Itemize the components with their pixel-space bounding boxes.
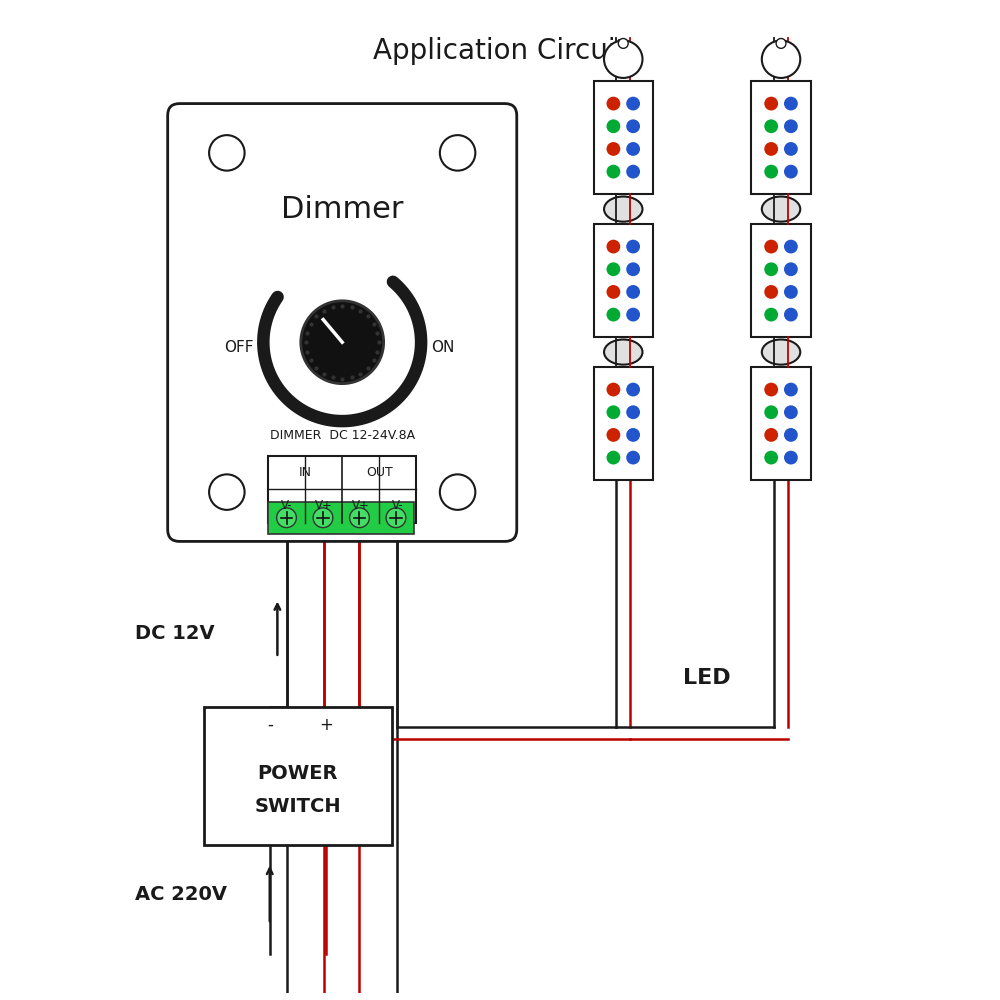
Circle shape: [764, 240, 778, 253]
Ellipse shape: [762, 40, 800, 78]
Circle shape: [626, 285, 640, 299]
Circle shape: [209, 135, 245, 171]
Text: DC 12V: DC 12V: [135, 624, 215, 643]
Circle shape: [606, 285, 620, 299]
Circle shape: [626, 262, 640, 276]
Circle shape: [301, 301, 384, 384]
Text: AC 220V: AC 220V: [135, 885, 227, 904]
Circle shape: [626, 308, 640, 322]
Ellipse shape: [762, 340, 800, 365]
Text: +: +: [319, 716, 333, 734]
Circle shape: [784, 240, 798, 253]
Circle shape: [784, 262, 798, 276]
Bar: [204, 707, 392, 845]
Circle shape: [606, 165, 620, 179]
Circle shape: [626, 165, 640, 179]
Circle shape: [626, 240, 640, 253]
Text: Dimmer: Dimmer: [281, 195, 403, 224]
Circle shape: [764, 142, 778, 156]
Circle shape: [764, 451, 778, 465]
Circle shape: [606, 142, 620, 156]
Ellipse shape: [604, 40, 642, 78]
Circle shape: [209, 474, 245, 510]
Text: POWER: POWER: [258, 764, 338, 783]
Text: V-: V-: [392, 499, 404, 512]
Circle shape: [626, 451, 640, 465]
Circle shape: [764, 428, 778, 442]
Circle shape: [784, 165, 798, 179]
Text: OUT: OUT: [366, 466, 393, 479]
Bar: [594, 367, 653, 480]
Circle shape: [764, 119, 778, 133]
Circle shape: [784, 405, 798, 419]
Bar: [751, 224, 811, 337]
FancyBboxPatch shape: [168, 104, 517, 541]
Circle shape: [350, 508, 369, 528]
Circle shape: [784, 142, 798, 156]
Text: V+: V+: [315, 499, 333, 512]
Text: SWITCH: SWITCH: [255, 797, 341, 816]
Circle shape: [386, 508, 406, 528]
Circle shape: [606, 451, 620, 465]
Circle shape: [764, 405, 778, 419]
Circle shape: [784, 428, 798, 442]
Circle shape: [606, 383, 620, 396]
Text: V+: V+: [352, 499, 370, 512]
Circle shape: [606, 97, 620, 110]
Circle shape: [606, 405, 620, 419]
Bar: [268, 456, 416, 523]
Circle shape: [784, 285, 798, 299]
Circle shape: [606, 308, 620, 322]
Circle shape: [626, 383, 640, 396]
Circle shape: [764, 383, 778, 396]
Circle shape: [764, 308, 778, 322]
Bar: [751, 81, 811, 194]
Circle shape: [776, 38, 786, 48]
Circle shape: [784, 308, 798, 322]
Text: ON: ON: [431, 340, 454, 355]
Circle shape: [784, 97, 798, 110]
Circle shape: [626, 428, 640, 442]
Circle shape: [784, 451, 798, 465]
Circle shape: [626, 97, 640, 110]
Bar: [268, 502, 414, 534]
Circle shape: [606, 119, 620, 133]
Circle shape: [606, 240, 620, 253]
Circle shape: [606, 262, 620, 276]
Circle shape: [784, 383, 798, 396]
Text: OFF: OFF: [224, 340, 253, 355]
Circle shape: [626, 142, 640, 156]
Text: -: -: [267, 716, 273, 734]
Circle shape: [626, 405, 640, 419]
Circle shape: [764, 97, 778, 110]
Bar: [594, 224, 653, 337]
Text: LED: LED: [683, 668, 731, 688]
Circle shape: [764, 165, 778, 179]
Circle shape: [626, 119, 640, 133]
Circle shape: [440, 474, 475, 510]
Text: V-: V-: [281, 499, 293, 512]
Circle shape: [277, 508, 296, 528]
Text: IN: IN: [299, 466, 312, 479]
Text: DIMMER  DC 12-24V.8A: DIMMER DC 12-24V.8A: [270, 429, 415, 442]
Bar: [594, 81, 653, 194]
Ellipse shape: [604, 197, 642, 222]
Circle shape: [764, 285, 778, 299]
Circle shape: [606, 428, 620, 442]
Ellipse shape: [762, 197, 800, 222]
Circle shape: [764, 262, 778, 276]
Ellipse shape: [604, 340, 642, 365]
Circle shape: [618, 38, 628, 48]
Bar: [751, 367, 811, 480]
Circle shape: [784, 119, 798, 133]
Circle shape: [313, 508, 333, 528]
Text: Application Circuit: Application Circuit: [373, 37, 627, 65]
Circle shape: [440, 135, 475, 171]
